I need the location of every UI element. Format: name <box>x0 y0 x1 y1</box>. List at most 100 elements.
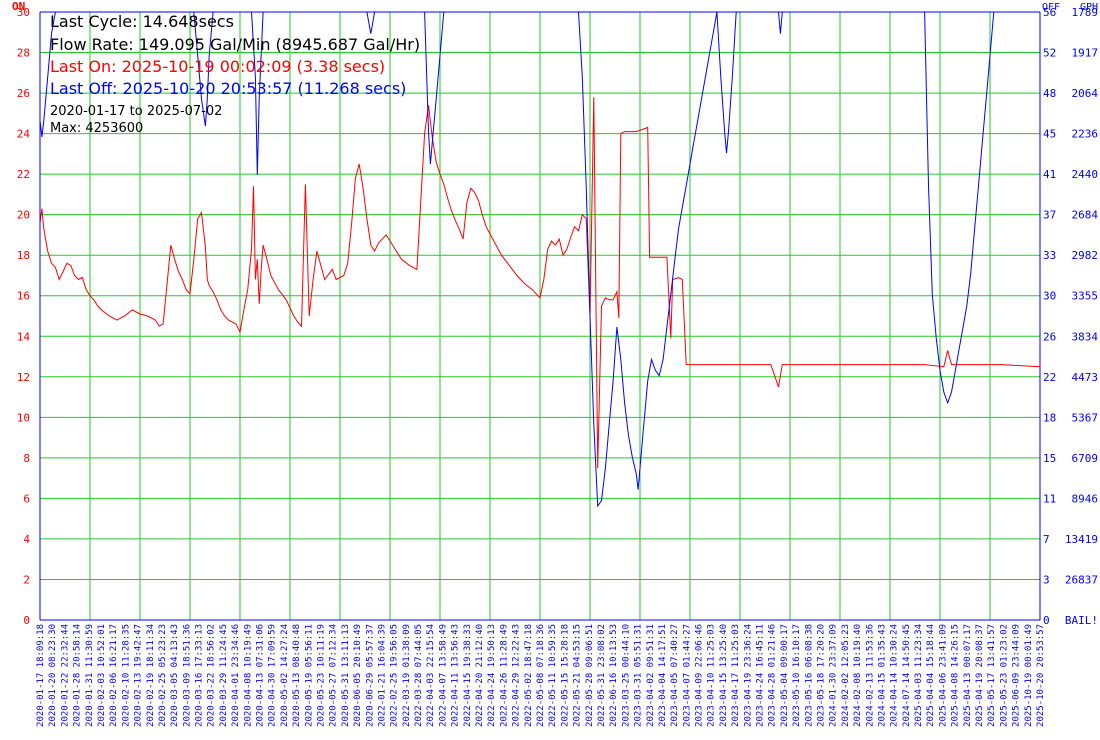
right-gph-tick-label: 1789 <box>1072 6 1099 19</box>
right-gph-tick-label: 2684 <box>1072 209 1099 222</box>
on-series-line <box>39 97 1041 469</box>
x-tick-label: 2022-04-03 22:15:54 <box>426 624 436 727</box>
x-tick-label: 2020-04-01 23:34:46 <box>231 624 241 727</box>
x-tick-label: 2022-04-20 21:12:40 <box>475 624 485 727</box>
x-tick-label: 2020-05-13 08:40:48 <box>292 624 302 727</box>
x-tick-label: 2023-04-10 11:25:03 <box>707 624 717 727</box>
right-off-tick-label: 11 <box>1043 492 1056 505</box>
x-tick-label: 2024-04-14 10:30:24 <box>890 624 900 727</box>
x-tick-label: 2022-04-29 12:22:43 <box>512 624 522 727</box>
x-tick-label: 2025-04-06 23:41:09 <box>938 624 948 727</box>
x-tick-label: 2025-05-17 13:41:57 <box>987 624 997 727</box>
right-gph-tick-label: 3834 <box>1072 330 1099 343</box>
x-tick-label: 2024-07-14 14:50:45 <box>902 624 912 727</box>
max-text: Max: 4253600 <box>50 121 144 136</box>
x-tick-label: 2020-02-10 11:28:35 <box>121 624 131 727</box>
left-tick-label: 26 <box>17 87 30 100</box>
right-gph-tick-label: 1917 <box>1072 47 1099 60</box>
x-tick-label: 2022-03-28 07:44:05 <box>414 624 424 727</box>
right-off-tick-label: 45 <box>1043 128 1056 141</box>
left-tick-label: 10 <box>17 411 30 424</box>
left-tick-label: 0 <box>23 614 30 627</box>
x-tick-label: 2023-05-18 17:20:20 <box>817 624 827 727</box>
x-tick-label: 2025-04-19 20:08:37 <box>975 624 985 727</box>
left-tick-label: 22 <box>17 168 30 181</box>
right-gph-tick-label: 2064 <box>1072 87 1099 100</box>
right-gph-tick-label: 26837 <box>1065 573 1098 586</box>
right-axis-header-gph: GPH <box>1080 2 1098 13</box>
x-tick-label: 2023-04-04 14:17:51 <box>658 624 668 727</box>
left-tick-label: 16 <box>17 290 30 303</box>
left-tick-label: 18 <box>17 249 30 262</box>
x-tick-label: 2022-06-16 10:13:53 <box>609 624 619 727</box>
x-tick-label: 2022-05-31 23:08:02 <box>597 624 607 727</box>
x-tick-label: 2020-01-28 20:58:14 <box>73 624 83 727</box>
x-tick-label: 2020-02-25 05:23:23 <box>158 624 168 727</box>
x-tick-label: 2023-05-04 09:00:17 <box>780 624 790 727</box>
x-tick-label: 2020-04-08 10:19:49 <box>243 624 253 727</box>
x-tick-label: 2022-01-21 16:04:39 <box>378 624 388 727</box>
x-tick-label: 2025-05-23 01:23:02 <box>999 624 1009 727</box>
x-tick-label: 2020-01-31 11:30:59 <box>85 624 95 727</box>
x-tick-label: 2023-03-31 05:51:31 <box>634 624 644 727</box>
last-cycle-text: Last Cycle: 14.648secs <box>50 12 234 31</box>
x-tick-label: 2024-02-13 11:53:36 <box>865 624 875 727</box>
chart-grid <box>39 11 1041 621</box>
x-tick-label: 2025-04-03 11:23:34 <box>914 624 924 727</box>
right-off-tick-label: 22 <box>1043 371 1056 384</box>
x-tick-label: 2020-01-20 08:23:30 <box>48 624 58 727</box>
x-tick-label: 2025-04-13 00:07:17 <box>963 624 973 727</box>
last-off-text: Last Off: 2025-10-20 20:53:57 (11.268 se… <box>50 79 407 98</box>
right-off-tick-label: 56 <box>1043 6 1056 19</box>
x-tick-label: 2022-04-24 19:50:13 <box>487 624 497 727</box>
x-tick-label: 2022-05-21 04:53:15 <box>573 624 583 727</box>
left-tick-label: 14 <box>17 330 31 343</box>
right-off-tick-label: 18 <box>1043 411 1056 424</box>
left-tick-label: 20 <box>17 209 30 222</box>
x-tick-label: 2020-03-29 11:24:45 <box>219 624 229 727</box>
x-tick-label: 2020-06-05 20:10:49 <box>353 624 363 727</box>
x-tick-label: 2022-05-11 10:59:35 <box>548 624 558 727</box>
right-off-tick-label: 0 <box>1043 614 1050 627</box>
left-tick-label: 8 <box>23 452 30 465</box>
x-tick-label: 2020-03-16 17:33:13 <box>195 624 205 727</box>
right-axis-header-off: OFF <box>1042 2 1060 13</box>
x-tick-label: 2023-04-05 07:40:27 <box>670 624 680 727</box>
x-tick-label: 2023-04-17 11:25:03 <box>731 624 741 727</box>
right-off-tick-label: 7 <box>1043 533 1050 546</box>
x-tick-label: 2020-05-02 14:27:24 <box>280 624 290 727</box>
flow-rate-text: Flow Rate: 149.095 Gal/Min (8945.687 Gal… <box>50 35 421 54</box>
left-tick-label: 4 <box>23 533 30 546</box>
x-tick-label: 2025-06-09 23:44:09 <box>1012 624 1022 727</box>
x-tick-label: 2022-05-15 15:28:18 <box>560 624 570 727</box>
x-tick-label: 2022-05-02 18:47:18 <box>524 624 534 727</box>
plot-frame <box>39 11 1041 621</box>
right-off-tick-label: 26 <box>1043 330 1056 343</box>
x-tick-label: 2025-10-19 00:01:49 <box>1024 624 1034 727</box>
x-tick-label: 2025-04-04 15:18:44 <box>926 624 936 727</box>
x-tick-label: 2020-03-09 18:51:36 <box>182 624 192 727</box>
x-tick-label: 2023-04-09 22:06:46 <box>695 624 705 727</box>
x-tick-label: 2022-04-26 11:28:49 <box>499 624 509 727</box>
x-tick-label: 2020-05-23 10:11:19 <box>317 624 327 727</box>
right-gph-tick-label: 5367 <box>1072 411 1099 424</box>
last-on-text: Last On: 2025-10-19 00:02:09 (3.38 secs) <box>50 57 386 76</box>
x-tick-label: 2024-02-02 12:05:23 <box>841 624 851 727</box>
right-gph-tick-label: 2440 <box>1072 168 1099 181</box>
right-gph-tick-label: 4473 <box>1072 371 1099 384</box>
x-tick-label: 2025-10-20 20:53:57 <box>1036 624 1046 727</box>
x-tick-label: 2020-04-13 07:31:06 <box>256 624 266 727</box>
x-tick-label: 2022-04-15 19:38:33 <box>463 624 473 727</box>
right-gph-tick-label: 6709 <box>1072 452 1099 465</box>
x-tick-label: 2023-05-10 16:10:17 <box>792 624 802 727</box>
left-tick-label: 30 <box>17 6 30 19</box>
x-tick-label: 2020-05-31 13:11:13 <box>341 624 351 727</box>
right-off-tick-label: 41 <box>1043 168 1056 181</box>
x-tick-label: 2022-04-11 13:56:43 <box>451 624 461 727</box>
x-tick-label: 2023-04-19 23:36:24 <box>743 624 753 727</box>
x-tick-label: 2023-04-02 09:51:31 <box>646 624 656 727</box>
date-range-text: 2020-01-17 to 2025-07-02 <box>50 104 223 119</box>
x-tick-label: 2024-04-15 01:35:43 <box>878 624 888 727</box>
x-tick-label: 2025-04-08 14:26:15 <box>951 624 961 727</box>
